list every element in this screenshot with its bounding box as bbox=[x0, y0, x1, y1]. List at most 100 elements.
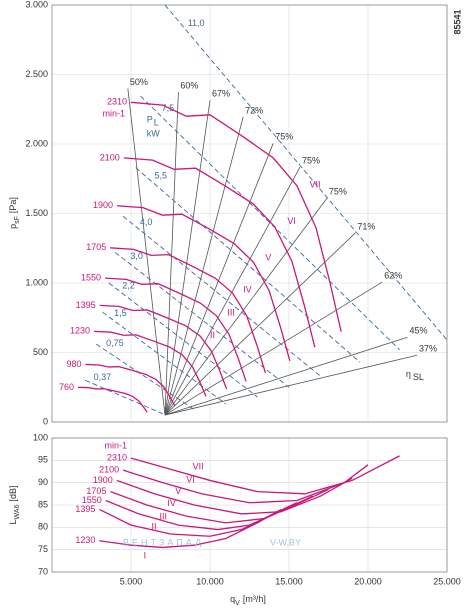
speed-curve bbox=[99, 304, 228, 390]
power-line bbox=[95, 343, 195, 410]
y-tick-label: 500 bbox=[33, 347, 48, 357]
efficiency-label: 50% bbox=[130, 77, 148, 87]
power-label: 0,37 bbox=[94, 372, 112, 382]
speed-label: 1705 bbox=[86, 242, 106, 252]
curve-number: VI bbox=[287, 216, 296, 226]
y-tick-label: 2.500 bbox=[25, 69, 48, 79]
y-label-sub: sF bbox=[14, 216, 21, 224]
y-tick-label: 3.000 bbox=[25, 0, 48, 9]
eta-sub: SL bbox=[413, 372, 424, 382]
efficiency-label: 37% bbox=[419, 344, 437, 354]
speed-curve bbox=[110, 488, 329, 524]
power-symbol-sub: L bbox=[154, 118, 159, 128]
efficiency-line bbox=[164, 166, 301, 416]
speed-curve bbox=[122, 464, 369, 504]
efficiency-label: 45% bbox=[410, 326, 428, 336]
speed-curve bbox=[105, 495, 313, 531]
x-tick-label: 15.000 bbox=[275, 576, 303, 586]
curve-number: IV bbox=[167, 498, 176, 508]
x-tick-label: 5.000 bbox=[120, 576, 143, 586]
power-label: 1,5 bbox=[114, 308, 127, 318]
speed-curve bbox=[99, 508, 282, 549]
speed-label: 1395 bbox=[76, 300, 96, 310]
y-tick-label: 95 bbox=[38, 455, 48, 465]
speed-label: 1900 bbox=[93, 475, 113, 485]
y-tick-label: 75 bbox=[38, 544, 48, 554]
y-label-unit: [dB] bbox=[8, 486, 18, 502]
y-label-unit: [Pa] bbox=[8, 197, 18, 213]
power-line bbox=[102, 311, 227, 405]
x-axis-label: qV [m³/h] bbox=[230, 594, 266, 607]
speed-label: 2310 bbox=[107, 97, 127, 107]
curve-number: VII bbox=[193, 461, 204, 471]
y-tick-label: 85 bbox=[38, 499, 48, 509]
power-line bbox=[140, 95, 400, 351]
efficiency-line bbox=[164, 354, 418, 416]
curve-number: II bbox=[152, 522, 157, 532]
speed-curve bbox=[110, 247, 267, 373]
power-label: 2,2 bbox=[122, 280, 135, 290]
speed-curve bbox=[130, 455, 400, 495]
efficiency-label: 75% bbox=[275, 132, 293, 142]
power-line bbox=[85, 379, 163, 415]
efficiency-label: 75% bbox=[302, 155, 320, 165]
power-label: 11,0 bbox=[188, 18, 205, 28]
speed-label: 1705 bbox=[86, 486, 106, 496]
curve-number: VI bbox=[186, 474, 195, 484]
efficiency-line bbox=[164, 100, 211, 416]
speed-curve bbox=[77, 386, 148, 413]
speed-unit: min-1 bbox=[102, 109, 125, 119]
power-line bbox=[135, 167, 361, 363]
speed-label: 760 bbox=[59, 382, 74, 392]
plot-frame bbox=[51, 437, 448, 573]
speed-label: 2100 bbox=[100, 152, 120, 162]
power-label: 3,0 bbox=[130, 251, 143, 261]
x-label-main: q bbox=[230, 594, 235, 604]
id-number: 85541 bbox=[452, 9, 462, 34]
plot-frame bbox=[51, 4, 448, 423]
speed-label: 980 bbox=[66, 359, 81, 369]
curve-number: II bbox=[210, 330, 215, 340]
x-tick-label: 20.000 bbox=[354, 576, 382, 586]
watermark-site: V-W.BY bbox=[270, 537, 301, 547]
efficiency-line bbox=[164, 232, 356, 416]
y-label-main: p bbox=[8, 224, 18, 229]
efficiency-line bbox=[127, 88, 166, 416]
efficiency-line bbox=[164, 197, 328, 416]
efficiency-line bbox=[164, 143, 274, 416]
speed-curve bbox=[116, 205, 291, 362]
y-tick-label: 2.000 bbox=[25, 138, 48, 148]
watermark: ВЕНТЗАПАД bbox=[123, 537, 204, 547]
speed-curve bbox=[94, 330, 207, 397]
efficiency-label: 75% bbox=[329, 187, 347, 197]
efficiency-label: 72% bbox=[245, 105, 263, 115]
y-tick-label: 100 bbox=[33, 432, 48, 442]
y-axis-label: psF [Pa] bbox=[8, 197, 21, 229]
speed-label: 1230 bbox=[75, 535, 95, 545]
speed-label: 1550 bbox=[81, 273, 101, 283]
power-label: 5,5 bbox=[154, 171, 167, 181]
speed-label: 1550 bbox=[82, 495, 102, 505]
speed-label: 1900 bbox=[93, 200, 113, 210]
speed-curve bbox=[116, 477, 353, 515]
speed-curve bbox=[104, 277, 247, 382]
power-unit: kW bbox=[147, 129, 161, 139]
y-label-main: L bbox=[8, 519, 18, 524]
power-label: 4,0 bbox=[140, 217, 153, 227]
eta-symbol: η bbox=[406, 369, 411, 379]
power-symbol: P bbox=[147, 115, 153, 125]
efficiency-line bbox=[164, 91, 179, 416]
curve-number: IV bbox=[243, 284, 252, 294]
x-label-unit: [m³/h] bbox=[243, 594, 266, 604]
power-line bbox=[164, 4, 448, 341]
y-tick-label: 80 bbox=[38, 522, 48, 532]
power-line bbox=[114, 252, 290, 388]
speed-curve bbox=[123, 157, 316, 348]
power-label: 0,75 bbox=[106, 338, 124, 348]
efficiency-line bbox=[164, 116, 244, 416]
efficiency-line bbox=[164, 336, 408, 416]
power-line bbox=[108, 282, 258, 398]
speed-label: 1395 bbox=[75, 504, 95, 514]
